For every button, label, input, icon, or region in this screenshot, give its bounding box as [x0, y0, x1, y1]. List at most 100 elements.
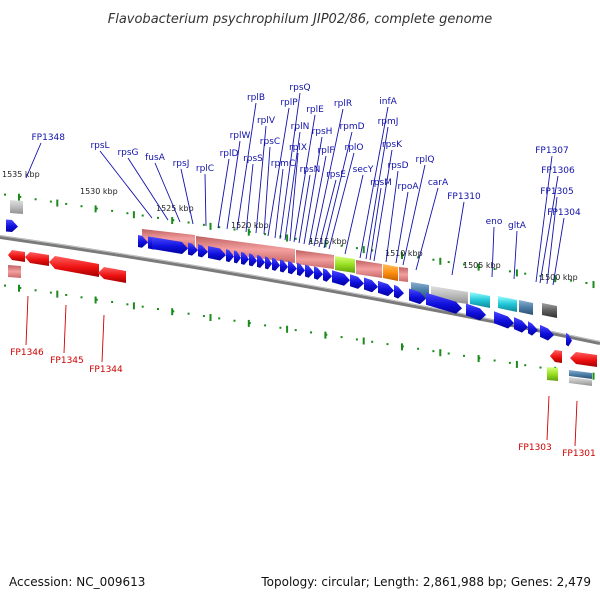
reverse-strand-cds — [8, 250, 597, 367]
gene-label: rplD — [220, 149, 239, 159]
gene-label: rpsM — [370, 178, 392, 188]
minor-tick — [447, 352, 450, 355]
gene-label: fusA — [145, 153, 166, 163]
gene-label: rpsD — [387, 161, 408, 171]
leader-line — [263, 146, 271, 235]
scale-label: 1515 kbp — [309, 237, 347, 246]
gene-label: rpsE — [326, 170, 346, 180]
cds-forward-arrow — [540, 324, 554, 341]
minor-tick — [80, 205, 83, 208]
leader-line — [267, 107, 290, 237]
major-tick — [94, 296, 97, 304]
ribosomal-operon-band — [8, 200, 592, 386]
secy-block — [335, 256, 355, 273]
ribosomal-band-b — [196, 236, 295, 263]
minor-tick — [126, 212, 129, 215]
major-tick-marks — [18, 193, 595, 380]
forward-strand-cds — [6, 219, 572, 347]
leader-line — [236, 102, 257, 231]
minor-tick — [585, 281, 588, 284]
cds-forward-arrow — [288, 260, 297, 275]
gene-label: rplP — [280, 98, 298, 108]
reverse-gene-labels: FP1346 FP1345 FP1344 FP1303 FP1301 — [10, 348, 596, 459]
gene-label: gltA — [508, 221, 527, 231]
minor-tick — [19, 195, 22, 198]
major-tick — [209, 314, 212, 322]
minor-tick — [417, 347, 420, 350]
major-tick — [286, 234, 289, 242]
gene-label: FP1305 — [540, 187, 574, 197]
major-tick — [592, 281, 595, 289]
major-tick — [132, 211, 135, 219]
ribosomal-band-d — [356, 260, 382, 278]
leader-line — [180, 168, 194, 225]
leader-line — [369, 187, 382, 261]
minor-tick — [463, 263, 465, 266]
leader-line — [344, 174, 364, 255]
gene-label: rpsH — [312, 127, 333, 137]
major-tick — [171, 308, 174, 316]
gene-label: FP1303 — [518, 443, 552, 453]
cds-rev-fp1301 — [570, 352, 597, 367]
cds-forward-arrow — [265, 256, 272, 270]
minor-tick — [233, 228, 236, 231]
cds-forward-arrow — [364, 277, 378, 293]
leader-line — [154, 162, 181, 223]
cds-forward-arrow — [188, 242, 198, 256]
cds-forward-arrow — [280, 259, 288, 273]
gene-label: rplR — [334, 99, 352, 109]
minor-tick — [141, 305, 144, 308]
minor-tick — [432, 350, 435, 353]
major-tick — [18, 193, 20, 201]
gene-label: rplV — [257, 116, 276, 126]
leader-line — [99, 150, 153, 219]
major-tick — [477, 355, 480, 363]
major-tick — [439, 349, 442, 357]
minor-tick — [65, 202, 68, 205]
cds-forward-arrow — [226, 249, 234, 263]
major-tick — [592, 372, 595, 380]
cds-forward-arrow — [494, 311, 514, 329]
leader-line — [293, 114, 316, 243]
minor-tick — [141, 214, 144, 217]
scale-label: 1525 kbp — [156, 204, 194, 213]
scale-label: 1510 kbp — [385, 249, 423, 258]
cds-forward-arrow — [249, 253, 257, 267]
major-tick — [324, 331, 327, 339]
major-tick — [56, 290, 59, 298]
gene-label: FP1307 — [535, 146, 569, 156]
cds-forward-arrow — [257, 254, 265, 268]
minor-tick — [386, 343, 389, 346]
gene-label-leaders — [25, 92, 565, 286]
minor-tick — [294, 237, 297, 240]
minor-tick — [157, 216, 159, 219]
minor-tick — [279, 326, 282, 329]
gene-label: FP1306 — [541, 166, 575, 176]
leader-line — [101, 314, 105, 363]
leader-line — [255, 125, 267, 234]
rpmj-block — [399, 267, 408, 282]
minor-tick — [264, 233, 267, 236]
minor-tick — [264, 324, 267, 327]
major-tick — [247, 319, 250, 327]
leader-line — [127, 157, 169, 221]
major-tick — [362, 246, 365, 254]
minor-tick — [371, 340, 374, 343]
minor-tick — [524, 364, 527, 367]
major-tick — [401, 343, 403, 351]
gene-label: rpsL — [90, 141, 109, 151]
fp1346-block — [8, 265, 21, 278]
cds-forward-arrow — [323, 268, 332, 282]
gene-label: FP1346 — [10, 348, 44, 358]
minor-tick — [172, 219, 175, 222]
leader-line — [303, 136, 323, 245]
fp1301-block-b — [569, 377, 592, 386]
rpoa-block — [470, 292, 490, 308]
major-tick — [439, 257, 442, 265]
gene-label: rpsK — [382, 140, 403, 150]
genome-title: Flavobacterium psychrophilum JIP02/86, c… — [108, 12, 493, 27]
minor-tick — [417, 256, 420, 259]
leader-line — [373, 149, 393, 262]
minor-tick — [539, 366, 542, 369]
